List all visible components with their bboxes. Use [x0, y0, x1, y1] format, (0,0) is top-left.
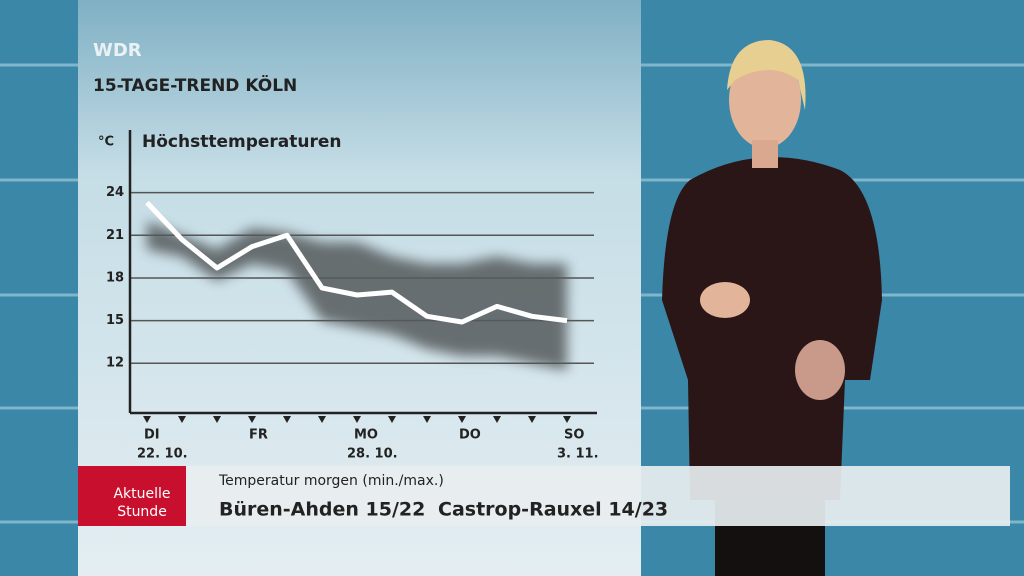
x-tick [458, 416, 466, 423]
ticker-item: Castrop-Rauxel 14/23 [438, 499, 668, 521]
x-date-label: 22. 10. [137, 447, 188, 462]
x-tick [143, 416, 151, 423]
temperature-line [145, 200, 568, 325]
x-tick-label: MO [354, 428, 378, 443]
ticker-bar [78, 466, 1010, 526]
y-tick-label: 15 [106, 313, 124, 328]
ticker-logo-box [78, 466, 186, 526]
ticker-logo: Aktuelle [113, 486, 170, 502]
ticker-item: Büren-Ahden 15/22 [219, 499, 425, 521]
y-tick-label: 18 [106, 270, 124, 285]
x-tick [353, 416, 361, 423]
x-tick [178, 416, 186, 423]
x-date-label: 28. 10. [347, 447, 398, 462]
chart-subtitle: Höchsttemperaturen [142, 132, 342, 152]
x-tick-label: DI [144, 428, 160, 443]
x-tick [563, 416, 571, 423]
presenter [662, 40, 882, 576]
y-tick-label: 21 [106, 228, 124, 243]
unit: °C [98, 135, 114, 150]
x-tick [318, 416, 326, 423]
x-tick-label: DO [459, 428, 481, 443]
chart-title: 15-TAGE-TREND KÖLN [93, 74, 297, 96]
x-tick [493, 416, 501, 423]
x-tick-label: SO [564, 428, 584, 443]
x-tick-label: FR [249, 428, 268, 443]
channel-logo: WDR [93, 40, 142, 61]
ticker-heading: Temperatur morgen (min./max.) [218, 473, 444, 489]
x-tick [423, 416, 431, 423]
x-tick [528, 416, 536, 423]
x-tick [213, 416, 221, 423]
x-date-label: 3. 11. [557, 447, 599, 462]
x-tick [248, 416, 256, 423]
ticker-logo: Stunde [117, 504, 167, 520]
x-tick [388, 416, 396, 423]
x-tick [283, 416, 291, 423]
plot: 12 15 18 21 24 DI 22. 10. FR MO 28. 10. DO SO 3. 11. [106, 130, 599, 462]
y-tick-label: 24 [106, 185, 124, 200]
y-tick-label: 12 [106, 356, 124, 371]
